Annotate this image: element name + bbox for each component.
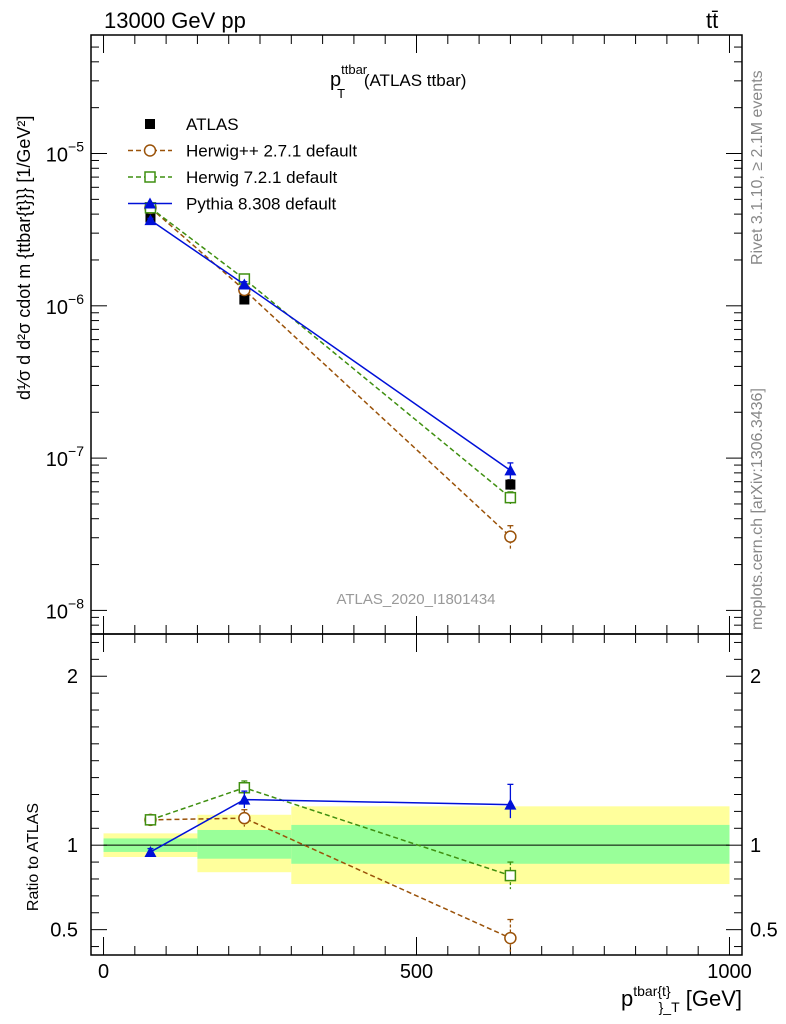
legend-label-herwig7: Herwig 7.2.1 default xyxy=(186,168,337,187)
band-inner-2 xyxy=(291,824,730,864)
legend-label-herwigpp: Herwig++ 2.7.1 default xyxy=(186,142,357,161)
ratio-frame xyxy=(90,633,743,956)
ratio-y-tick-label: 0.5 xyxy=(50,920,78,942)
y-tick-label: 10−6 xyxy=(46,291,84,319)
herwigpp-marker xyxy=(238,811,251,825)
atlas-marker xyxy=(505,479,516,490)
y-tick-label: 10−5 xyxy=(46,139,84,167)
lower-y-axis-label: Ratio to ATLAS xyxy=(25,803,42,911)
herwig7-marker xyxy=(504,491,517,504)
title-rest: (ATLAS ttbar) xyxy=(359,71,466,90)
pythia-marker xyxy=(144,214,157,226)
atlas-marker xyxy=(145,119,155,129)
y-tick-label: 10−8 xyxy=(46,595,84,623)
herwig7-line xyxy=(150,207,511,499)
y-tick-exp: −5 xyxy=(68,139,84,155)
herwig7-marker xyxy=(504,869,517,882)
title-sup: ttbar xyxy=(341,62,368,77)
y-tick-exp: −7 xyxy=(68,443,84,459)
y-tick-exp: −6 xyxy=(68,291,84,307)
herwig7-marker xyxy=(144,171,156,183)
header-energy: 13000 GeV pp xyxy=(104,8,246,33)
pythia-marker xyxy=(238,793,251,805)
y-tick-base: 10 xyxy=(46,449,68,471)
herwigpp-marker xyxy=(504,530,517,543)
ratio-y-tick-label: 1 xyxy=(67,835,78,857)
y-tick-base: 10 xyxy=(46,145,68,167)
analysis-id: ATLAS_2020_I1801434 xyxy=(336,591,495,608)
ratio-y-tick-label: 2 xyxy=(67,666,78,688)
xlabel-sub: }_T xyxy=(659,999,680,1015)
band-inner-1 xyxy=(197,829,292,859)
pythia-marker xyxy=(144,197,156,209)
y-tick-label: 10−7 xyxy=(46,443,84,471)
legend-label-atlas: ATLAS xyxy=(186,115,239,134)
x-tick-label: 500 xyxy=(400,961,433,983)
pythia-line xyxy=(150,219,511,472)
legend-label-pythia: Pythia 8.308 default xyxy=(186,195,337,214)
herwigpp-marker xyxy=(504,931,517,945)
mcplots-label: mcplots.cern.ch [arXiv:1306.3436] xyxy=(749,388,766,630)
herwigpp-line xyxy=(150,817,511,939)
x-tick-label: 1000 xyxy=(707,961,752,983)
pythia-marker xyxy=(144,845,157,857)
y-tick-exp: −8 xyxy=(68,595,84,611)
y-tick-base: 10 xyxy=(46,601,68,623)
xlabel-sup: tbar{t} xyxy=(633,983,671,999)
atlas-marker xyxy=(239,294,250,305)
xlabel-main: p xyxy=(621,986,633,1011)
herwig7-marker xyxy=(144,814,157,826)
pythia-marker xyxy=(504,464,517,476)
pythia-marker xyxy=(238,278,251,290)
plot-title: pttbar T (ATLAS ttbar) xyxy=(330,62,466,101)
rivet-label: Rivet 3.1.10, ≥ 2.1M events xyxy=(749,70,766,265)
title-sub: T xyxy=(337,86,345,101)
upper-y-axis-label: d¹⁄σ d d²σ cdot m {ttbar{t}}} [1/GeV²] xyxy=(14,116,34,400)
ratio-y-tick-label-right: 1 xyxy=(750,835,761,857)
x-axis-label: ptbar{t}}_T [GeV] xyxy=(621,983,742,1015)
ratio-y-tick-label-right: 2 xyxy=(750,666,761,688)
herwigpp-marker xyxy=(143,144,157,157)
y-tick-base: 10 xyxy=(46,297,68,319)
x-tick-label: 0 xyxy=(98,961,109,983)
xlabel-unit: [GeV] xyxy=(680,986,742,1011)
pythia-marker xyxy=(504,798,517,810)
header-process: tt̄ xyxy=(706,8,718,33)
title-main: p xyxy=(330,69,341,91)
ratio-y-tick-label-right: 0.5 xyxy=(750,920,778,942)
ratio-panel: 0 500 1000 0.5 0.5 1 1 2 2 xyxy=(50,633,778,983)
